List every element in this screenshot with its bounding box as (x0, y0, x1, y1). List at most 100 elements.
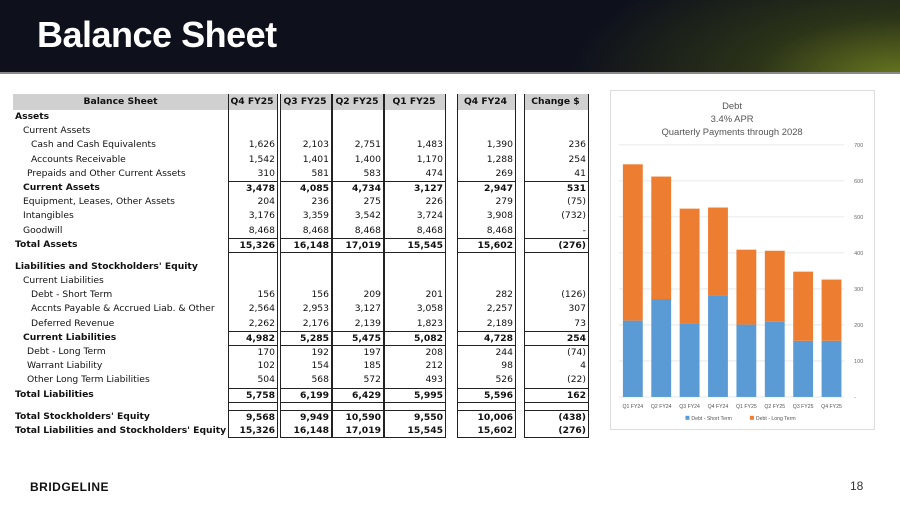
table-cell: 2,139 (332, 316, 384, 331)
table-row: Total Liabilities and Stockholders' Equi… (13, 423, 589, 439)
table-cell: 16,148 (280, 423, 332, 439)
table-cell: 474 (384, 166, 446, 181)
table-cell: 526 (457, 373, 516, 388)
row-label: Goodwill (23, 224, 63, 236)
table-cell (228, 124, 278, 139)
table-cell (280, 401, 332, 410)
table-cell: 212 (384, 359, 446, 374)
table-cell (384, 401, 446, 410)
table-cell (524, 110, 589, 125)
table-cell (280, 274, 332, 289)
row-label: Debt - Long Term (27, 346, 106, 357)
header-banner: Balance Sheet (0, 0, 900, 74)
legend-swatch (685, 415, 690, 420)
table-cell: 581 (280, 166, 332, 181)
table-cell (524, 259, 589, 275)
table-row: Current Assets (13, 124, 589, 139)
table-cell: 1,626 (228, 138, 278, 153)
bridgeline-logo: BRIDGELINE (30, 480, 110, 494)
table-cell: 204 (228, 195, 278, 210)
table-cell: 3,058 (384, 302, 446, 317)
table-cell: 73 (524, 316, 589, 331)
table-cell: 4 (524, 359, 589, 374)
table-cell: 4,982 (228, 330, 278, 345)
table-cell (228, 274, 278, 289)
table-row: Debt - Long Term 170 192 197 208 244 (74) (13, 345, 589, 360)
table-cell: 197 (332, 345, 384, 360)
table-cell: 6,429 (332, 387, 384, 402)
table-row: Other Long Term Liabilities 504 568 572 493 5… (13, 373, 589, 388)
table-row: Intangibles 3,176 3,359 3,542 3,724 3,908 (732… (13, 209, 589, 224)
table-cell (384, 251, 446, 260)
table-cell (228, 259, 278, 275)
table-row: Prepaids and Other Current Assets 310 581 5… (13, 166, 589, 181)
table-cell: 254 (524, 152, 589, 167)
table-cell: (74) (524, 345, 589, 360)
bar-long-term (679, 208, 700, 324)
table-cell: 4,728 (457, 330, 516, 345)
table-row: Total Liabilities 5,758 6,199 6,429 5,995 5,5… (13, 387, 589, 402)
x-tick-label: Q2 FY24 (651, 404, 672, 410)
table-cell: 170 (228, 345, 278, 360)
table-cell: (126) (524, 288, 589, 303)
table-row: Current Assets 3,478 4,085 4,734 3,127 2,947 5… (13, 180, 589, 196)
bar-long-term (736, 249, 757, 325)
table-cell: 4,085 (280, 180, 332, 196)
y-tick-label: 200 (854, 323, 863, 329)
table-row: Goodwill 8,468 8,468 8,468 8,468 8,468- (13, 223, 589, 238)
table-cell: 3,478 (228, 180, 278, 196)
table-cell: 2,189 (457, 316, 516, 331)
table-cell (457, 259, 516, 275)
table-cell: 8,468 (384, 223, 446, 238)
table-cell: 41 (524, 166, 589, 181)
table-cell: 493 (384, 373, 446, 388)
table-cell: 15,545 (384, 423, 446, 439)
table-cell: (438) (524, 409, 589, 424)
row-label: Equipment, Leases, Other Assets (23, 196, 175, 208)
row-label: Current Liabilities (23, 331, 117, 343)
row-label: Total Assets (15, 238, 78, 250)
row-label: Other Long Term Liabilities (27, 374, 150, 386)
table-cell (280, 124, 332, 139)
table-cell: 1,483 (384, 138, 446, 153)
table-cell: 156 (228, 288, 278, 303)
table-cell: 572 (332, 373, 384, 388)
table-cell (332, 124, 384, 139)
table-cell: 156 (280, 288, 332, 303)
table-cell: 1,542 (228, 152, 278, 167)
table-cell (228, 401, 278, 410)
table-cell (332, 251, 384, 260)
table-cell: 236 (280, 195, 332, 210)
x-tick-label: Q4 FY24 (708, 404, 729, 410)
row-label: Deferred Revenue (31, 317, 115, 329)
x-tick-label: Q4 FY25 (821, 404, 842, 410)
table-cell: 10,590 (332, 409, 384, 424)
table-cell: 5,995 (384, 387, 446, 402)
table-cell: 6,199 (280, 387, 332, 402)
table-cell (332, 110, 384, 125)
table-cell: 3,724 (384, 209, 446, 224)
column-header: Change $ (524, 94, 589, 110)
table-cell: 10,006 (457, 409, 516, 424)
table-cell: 275 (332, 195, 384, 210)
table-cell: 310 (228, 166, 278, 181)
table-cell: 3,127 (332, 302, 384, 317)
table-row (13, 251, 589, 260)
table-cell: (276) (524, 423, 589, 439)
table-cell: 236 (524, 138, 589, 153)
table-cell (457, 124, 516, 139)
table-cell: 8,468 (280, 223, 332, 238)
table-row: Total Assets 15,326 16,148 17,019 15,545 15,6… (13, 237, 589, 252)
row-label: Total Stockholders' Equity (15, 410, 150, 422)
row-label: Warrant Liability (27, 360, 103, 372)
table-cell: 162 (524, 387, 589, 402)
table-cell: 5,596 (457, 387, 516, 402)
bar-long-term (793, 271, 814, 341)
table-cell: 3,908 (457, 209, 516, 224)
y-tick-label: 700 (854, 143, 863, 149)
chart-title: 3.4% APR (711, 113, 754, 124)
table-cell: (22) (524, 373, 589, 388)
table-row: Accnts Payable & Accrued Liab. & Other 2,… (13, 302, 589, 317)
x-tick-label: Q1 FY25 (736, 404, 757, 410)
table-cell (457, 401, 516, 410)
